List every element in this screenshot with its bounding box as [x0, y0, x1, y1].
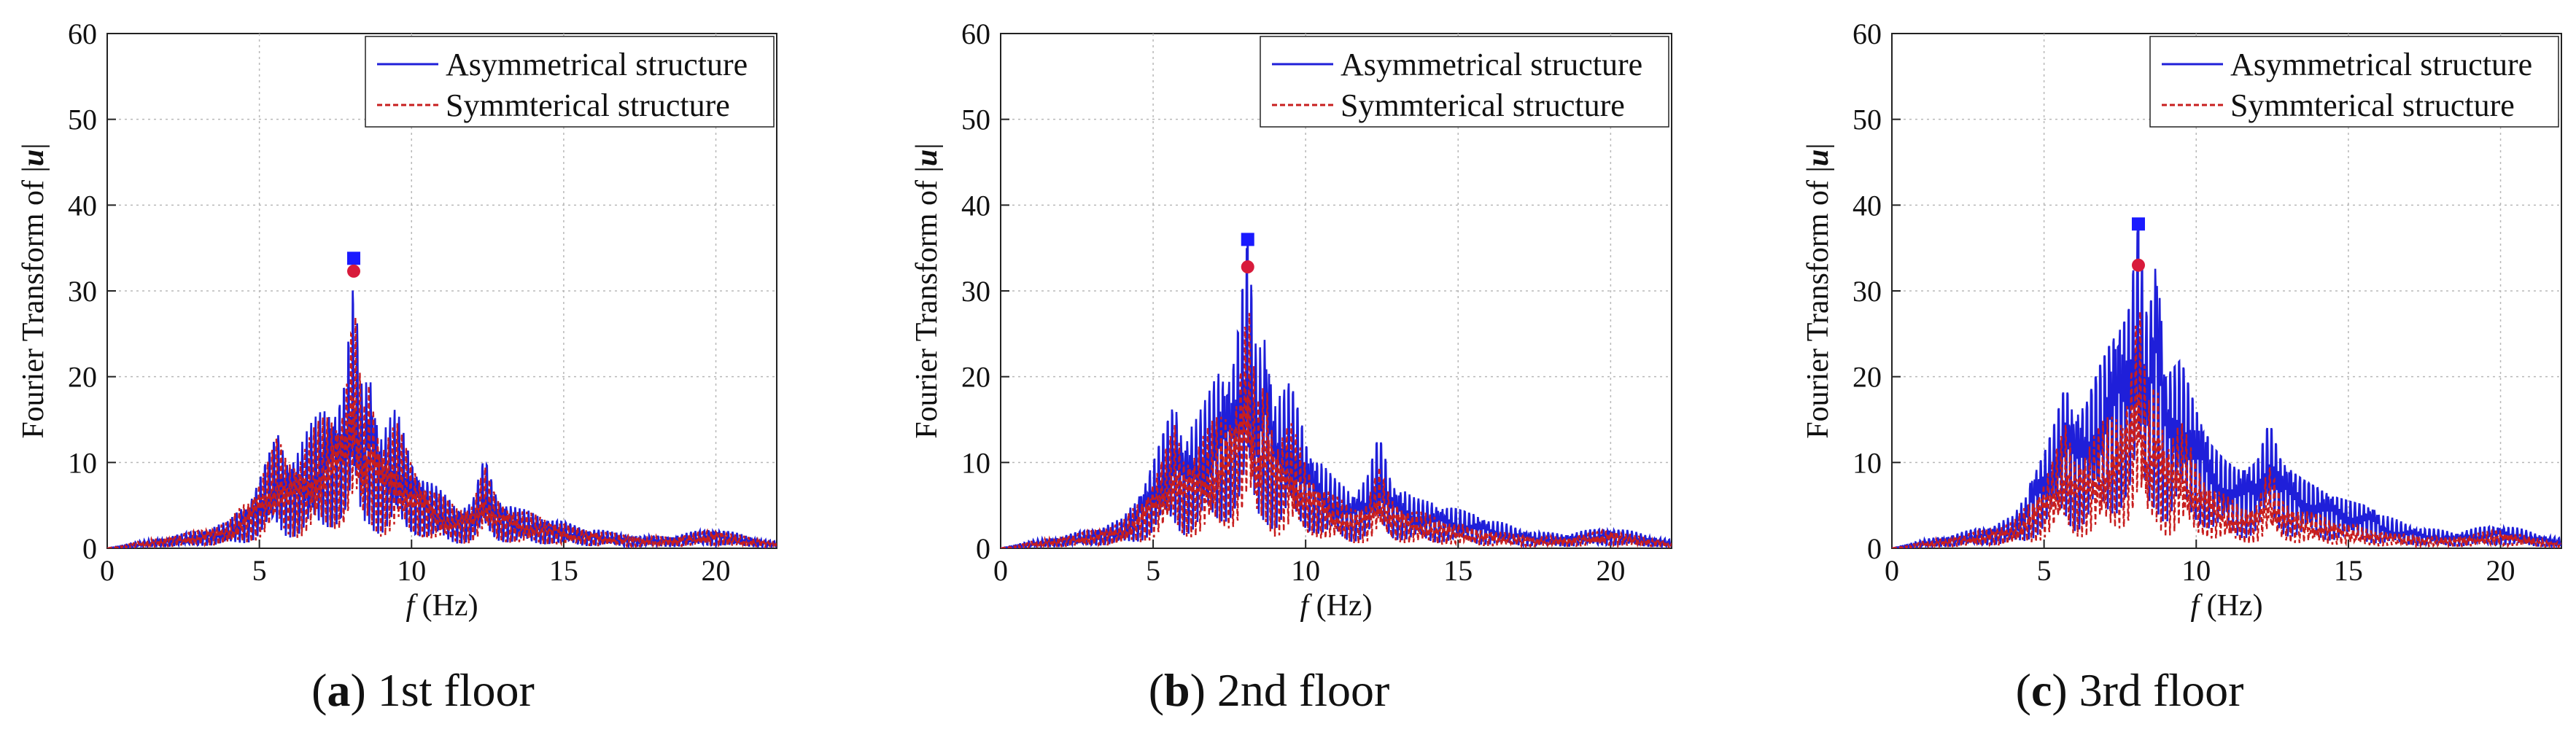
peak-marker-asymmetrical: [1241, 233, 1254, 246]
y-tick-label: 0: [976, 532, 990, 565]
y-tick-label: 30: [1853, 275, 1882, 308]
chart-panel-2: 0 5 10 15 20 0 10 20 30 40 50 60 f (Hz) Fourier Trans…: [910, 17, 1672, 716]
x-tick-label: 0: [1885, 554, 1899, 587]
legend-label-symmetrical: Symmterical structure: [2230, 87, 2515, 123]
y-axis-title: Fourier Transform of |u|: [910, 143, 944, 438]
y-tick-label: 20: [961, 361, 990, 394]
x-tick-label: 15: [2334, 554, 2363, 587]
x-tick-label: 15: [549, 554, 578, 587]
legend-label-symmetrical: Symmterical structure: [1341, 87, 1625, 123]
peak-marker-asymmetrical: [2131, 217, 2145, 231]
legend-label-asymmetrical: Asymmetrical structure: [446, 47, 748, 82]
peak-marker-symmetrical: [346, 264, 360, 278]
y-tick-label: 50: [961, 104, 990, 136]
x-tick-label: 20: [702, 554, 731, 587]
peak-marker-symmetrical: [2131, 258, 2145, 272]
x-tick-label: 10: [2181, 554, 2211, 587]
y-tick-label: 60: [961, 17, 990, 50]
legend-label-asymmetrical: Asymmetrical structure: [1341, 47, 1642, 82]
x-axis-title: f (Hz): [2190, 589, 2262, 623]
chart-panel-1: 0 5 10 15 20 0 10 20 30 40 50 60 f (Hz) Fourier Trans…: [17, 17, 777, 716]
y-tick-label: 40: [68, 189, 97, 222]
caption-2: (b) 2nd floor: [1149, 664, 1390, 716]
x-tick-label: 0: [993, 554, 1008, 587]
y-tick-label: 10: [68, 446, 97, 479]
legend: Asymmetrical structure Symmterical struct…: [1260, 36, 1669, 128]
legend-box: [1260, 36, 1669, 128]
x-tick-label: 10: [1291, 554, 1320, 587]
legend-label-symmetrical: Symmterical structure: [446, 87, 730, 123]
legend: Asymmetrical structure Symmterical struct…: [365, 36, 775, 128]
x-tick-label: 20: [2486, 554, 2515, 587]
y-tick-label: 30: [68, 275, 97, 308]
x-tick-label: 5: [2037, 554, 2052, 587]
series-symmetrical-line: [1892, 311, 2561, 548]
x-tick-label: 0: [100, 554, 115, 587]
y-tick-label: 40: [961, 189, 990, 222]
y-tick-label: 50: [1853, 104, 1882, 136]
legend-box: [365, 36, 775, 128]
x-tick-label: 15: [1443, 554, 1473, 587]
x-tick-label: 5: [1146, 554, 1160, 587]
legend-box: [2149, 36, 2559, 128]
x-tick-label: 5: [252, 554, 267, 587]
y-tick-label: 30: [961, 275, 990, 308]
series-symmetrical-line: [107, 317, 777, 548]
x-axis-title: f (Hz): [406, 589, 478, 623]
peak-marker-symmetrical: [1241, 260, 1254, 274]
chart-panel-3: 0 5 10 15 20 0 10 20 30 40 50 60 f (Hz) Fourier Trans…: [1801, 17, 2562, 716]
y-tick-label: 60: [1853, 17, 1882, 50]
peak-marker-asymmetrical: [346, 252, 360, 265]
x-tick-label: 20: [1596, 554, 1625, 587]
y-tick-label: 20: [68, 361, 97, 394]
y-tick-label: 60: [68, 17, 97, 50]
x-axis-title: f (Hz): [1300, 589, 1372, 623]
y-tick-label: 50: [68, 104, 97, 136]
y-tick-label: 0: [82, 532, 97, 565]
x-tick-label: 10: [397, 554, 426, 587]
y-tick-label: 20: [1853, 361, 1882, 394]
y-axis-title: Fourier Transform of |u|: [17, 143, 50, 438]
legend-label-asymmetrical: Asymmetrical structure: [2230, 47, 2532, 82]
y-tick-label: 10: [961, 446, 990, 479]
caption-1: (a) 1st floor: [311, 664, 535, 716]
legend: Asymmetrical structure Symmterical struct…: [2149, 36, 2559, 128]
y-tick-label: 0: [1867, 532, 1882, 565]
y-tick-label: 10: [1853, 446, 1882, 479]
caption-3: (c) 3rd floor: [2016, 664, 2244, 716]
series-symmetrical-line: [1001, 313, 1672, 548]
y-axis-title: Fourier Transform of |u|: [1801, 143, 1835, 438]
y-tick-label: 40: [1853, 189, 1882, 222]
